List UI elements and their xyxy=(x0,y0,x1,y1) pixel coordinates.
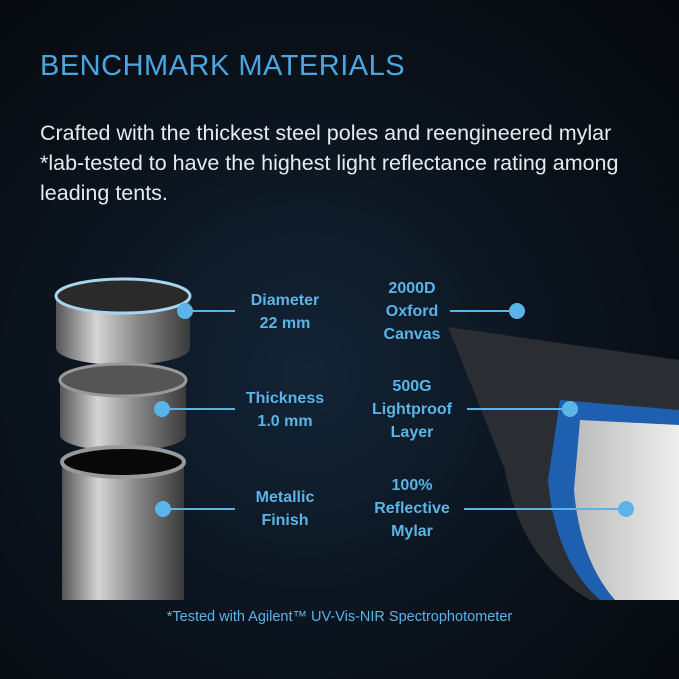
label-line: Oxford xyxy=(385,303,439,320)
steel-pole-rings xyxy=(54,277,192,600)
label-line: 500G xyxy=(392,378,432,395)
label-oxford-canvas: 2000D Oxford Canvas xyxy=(357,277,467,346)
page-title: BENCHMARK MATERIALS xyxy=(40,50,406,82)
tent-fabric-layers xyxy=(448,327,679,600)
label-lightproof-layer: 500G Lightproof Layer xyxy=(357,375,467,444)
label-thickness: Thickness 1.0 mm xyxy=(230,387,340,433)
label-line: Finish xyxy=(261,512,309,529)
label-line: 100% xyxy=(391,477,433,494)
label-line: Canvas xyxy=(383,326,441,343)
label-line: 2000D xyxy=(388,280,436,297)
label-line: 1.0 mm xyxy=(257,413,313,430)
label-reflective-mylar: 100% Reflective Mylar xyxy=(357,474,467,543)
callout-lines xyxy=(154,303,634,517)
label-line: Layer xyxy=(390,424,434,441)
label-line: Lightproof xyxy=(372,401,452,418)
footnote: *Tested with Agilent™ UV-Vis-NIR Spectro… xyxy=(166,609,513,625)
label-finish: Metallic Finish xyxy=(230,486,340,532)
label-line: Mylar xyxy=(391,523,433,540)
label-line: Diameter xyxy=(250,292,320,309)
label-line: Metallic xyxy=(255,489,315,506)
subtitle: Crafted with the thickest steel poles an… xyxy=(40,121,619,205)
label-diameter: Diameter 22 mm xyxy=(230,289,340,335)
label-line: Thickness xyxy=(245,390,325,407)
label-line: 22 mm xyxy=(259,315,311,332)
label-line: Reflective xyxy=(374,500,450,517)
